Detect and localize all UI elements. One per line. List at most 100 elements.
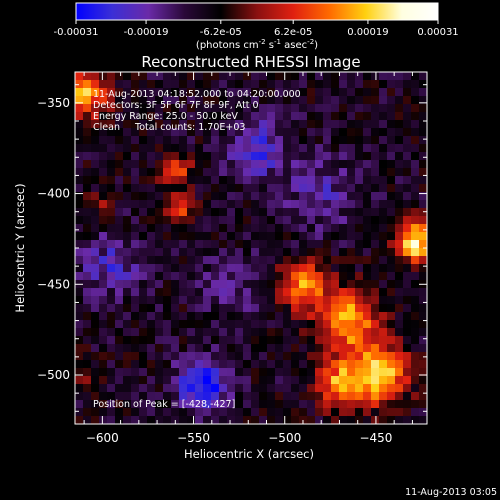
y-axis-ticks: −500−450−400−350 (37, 84, 427, 412)
heatmap-cell (267, 224, 276, 233)
heatmap-cell (331, 80, 340, 89)
heatmap-cell (131, 224, 140, 233)
heatmap-cell (387, 328, 396, 337)
heatmap-cell (155, 384, 164, 393)
heatmap-cell (131, 88, 140, 97)
heatmap-cell (411, 72, 420, 81)
heatmap-cell (363, 104, 372, 113)
heatmap-cell (163, 176, 172, 185)
heatmap-cell (355, 232, 364, 241)
heatmap-cell (203, 280, 212, 289)
heatmap-cell (99, 216, 108, 225)
heatmap-cell (267, 296, 276, 305)
heatmap-cell (331, 240, 340, 249)
heatmap-cell (275, 272, 284, 281)
heatmap-cell (171, 192, 180, 201)
heatmap-cell (283, 280, 292, 289)
heatmap-cell (267, 96, 276, 105)
heatmap-cell (187, 400, 196, 409)
heatmap-cell (251, 400, 260, 409)
heatmap-cell (203, 256, 212, 265)
heatmap-cell (203, 152, 212, 161)
heatmap-cell (387, 256, 396, 265)
heatmap-cell (387, 344, 396, 353)
heatmap-cell (115, 144, 124, 153)
heatmap-cell (363, 248, 372, 257)
heatmap-cell (179, 184, 188, 193)
heatmap-cell (387, 80, 396, 89)
heatmap-cell (203, 232, 212, 241)
heatmap-cell (395, 368, 404, 377)
heatmap-cell (107, 376, 116, 385)
heatmap-cell (163, 352, 172, 361)
heatmap-cell (267, 408, 276, 417)
heatmap-cell (323, 192, 332, 201)
heatmap-cell (211, 288, 220, 297)
heatmap-cell (395, 256, 404, 265)
heatmap-cell (403, 128, 412, 137)
heatmap-cell (283, 168, 292, 177)
heatmap-cell (107, 88, 116, 97)
heatmap-cell (171, 88, 180, 97)
heatmap-cell (307, 416, 316, 424)
heatmap-cell (283, 408, 292, 417)
heatmap-cell (83, 128, 92, 137)
heatmap-cell (107, 192, 116, 201)
heatmap-cell (163, 296, 172, 305)
heatmap-cell (339, 136, 348, 145)
heatmap-cell (419, 240, 427, 249)
heatmap-cell (387, 208, 396, 217)
heatmap-cell (387, 400, 396, 409)
heatmap-cell (307, 368, 316, 377)
heatmap-cell (203, 384, 212, 393)
heatmap-cell (219, 352, 228, 361)
heatmap-cell (299, 384, 308, 393)
heatmap-cell (75, 136, 84, 145)
heatmap-cell (99, 336, 108, 345)
heatmap-cell (267, 328, 276, 337)
heatmap-cell (179, 224, 188, 233)
heatmap-cell (179, 312, 188, 321)
heatmap-cell (331, 248, 340, 257)
heatmap-cell (267, 344, 276, 353)
heatmap-cell (203, 264, 212, 273)
heatmap-cell (275, 336, 284, 345)
heatmap-cell (347, 224, 356, 233)
heatmap-cell (419, 344, 427, 353)
heatmap-cell (379, 384, 388, 393)
heatmap-cell (115, 400, 124, 409)
heatmap-cell (187, 120, 196, 129)
heatmap-cell (395, 160, 404, 169)
heatmap-cell (131, 144, 140, 153)
unit-text: ) (314, 40, 318, 51)
heatmap-cell (403, 288, 412, 297)
heatmap-cell (283, 376, 292, 385)
heatmap-cell (395, 360, 404, 369)
heatmap-cell (99, 328, 108, 337)
heatmap-cell (411, 184, 420, 193)
heatmap-cell (291, 88, 300, 97)
heatmap-cell (211, 352, 220, 361)
y-tick-label: −400 (37, 187, 70, 201)
heatmap-cell (187, 368, 196, 377)
heatmap-cell (163, 360, 172, 369)
heatmap-cell (163, 320, 172, 329)
heatmap-cell (195, 344, 204, 353)
heatmap-cell (331, 152, 340, 161)
heatmap-cell (387, 360, 396, 369)
heatmap-cell (163, 336, 172, 345)
heatmap-cell (323, 272, 332, 281)
heatmap-cell (243, 312, 252, 321)
heatmap-cell (243, 392, 252, 401)
heatmap-cell (91, 384, 100, 393)
heatmap-cell (371, 376, 380, 385)
heatmap-cell (139, 408, 148, 417)
heatmap-cell (283, 128, 292, 137)
heatmap-cell (315, 200, 324, 209)
heatmap-cell (323, 152, 332, 161)
heatmap-cell (267, 152, 276, 161)
heatmap-cell (299, 312, 308, 321)
heatmap-cell (347, 240, 356, 249)
heatmap-cell (115, 368, 124, 377)
heatmap-cell (371, 384, 380, 393)
